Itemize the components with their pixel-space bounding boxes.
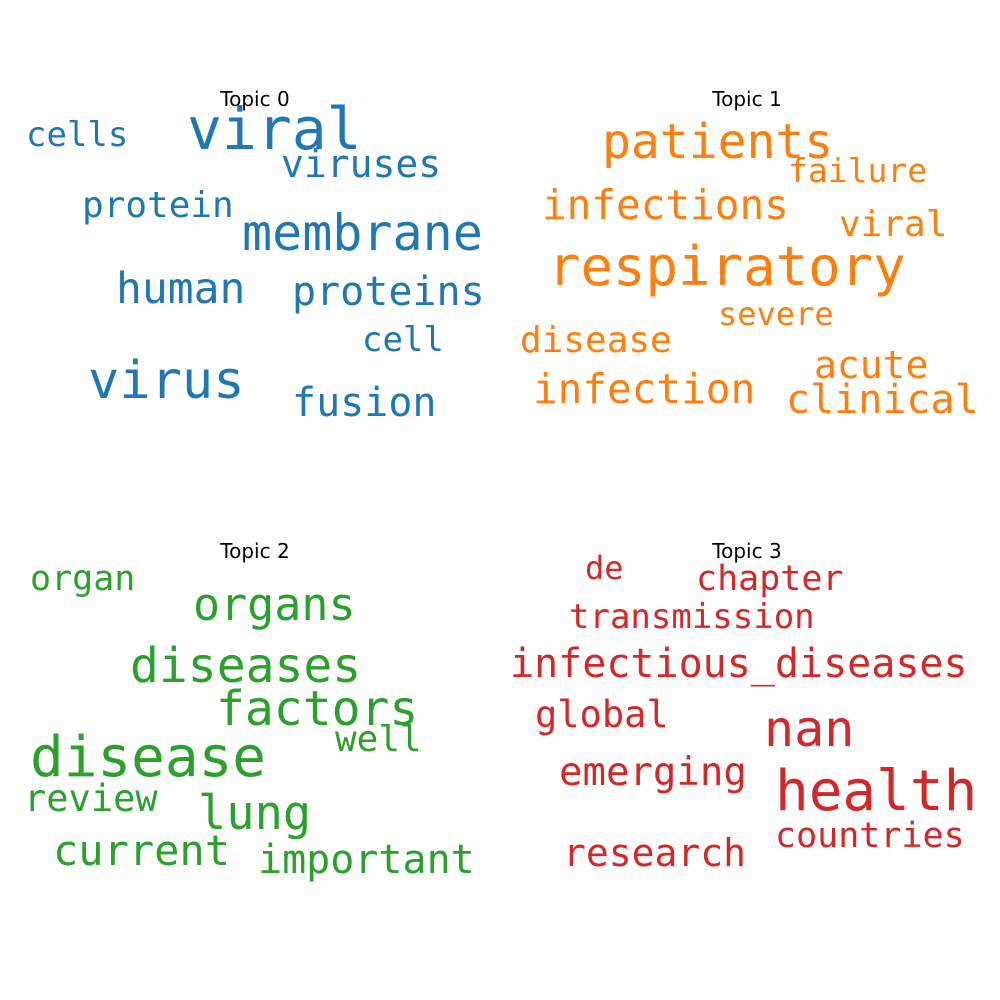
topic-0-word-membrane: membrane [242, 204, 483, 262]
topic-2-word-organs: organs [193, 578, 356, 631]
topic-0-word-cells: cells [26, 115, 129, 155]
topic-0-word-fusion: fusion [292, 380, 437, 426]
topic-1-word-respiratory: respiratory [548, 235, 906, 298]
topic-1-word-failure: failure [788, 151, 928, 190]
topic-3-word-chapter: chapter [696, 559, 844, 599]
topic-2-title: Topic 2 [220, 539, 290, 563]
topic-0-word-viruses: viruses [281, 142, 442, 186]
topic-1-word-acute: acute [814, 343, 929, 387]
topic-3-word-nan: nan [764, 700, 855, 758]
topic-2-word-organ: organ [30, 559, 136, 599]
topic-1-word-viral: viral [839, 204, 948, 245]
topic-2-word-disease: disease [30, 725, 267, 790]
topic-3-word-health: health [775, 759, 978, 824]
topic-2-word-well: well [335, 719, 422, 760]
topic-0-word-proteins: proteins [292, 269, 485, 315]
topic-3-title: Topic 3 [712, 539, 782, 563]
topic-1-word-disease: disease [520, 320, 672, 361]
topic-1-word-infection: infection [533, 365, 756, 413]
topic-3-word-research: research [563, 831, 747, 875]
topic-3-word-global: global [535, 693, 669, 736]
topic-1-word-patients: patients [602, 114, 834, 170]
topic-1-panel: Topic 1 respiratory patients infections inf… [502, 87, 992, 500]
topic-0-title: Topic 0 [220, 87, 290, 111]
topic-2-word-review: review [24, 777, 158, 820]
topic-1-word-infections: infections [542, 181, 789, 229]
topic-2-word-current: current [53, 826, 231, 875]
topic-0-word-human: human [116, 264, 246, 314]
topic-3-word-countries: countries [775, 816, 965, 856]
topic-3-word-emerging: emerging [559, 750, 747, 795]
topic-1-word-clinical: clinical [786, 377, 979, 423]
topic-2-word-diseases: diseases [130, 638, 362, 694]
topic-0-word-protein: protein [82, 185, 234, 226]
topic-1-word-severe: severe [718, 295, 834, 333]
topic-2-word-lung: lung [198, 786, 312, 841]
topic-2-word-factors: factors [216, 681, 419, 737]
topic-0-word-viral: viral [187, 95, 362, 163]
topic-3-word-infectious-diseases: infectious_diseases [510, 641, 968, 687]
topic-0-panel: Topic 0 viral virus membrane human proteins f… [10, 87, 500, 500]
topic-3-word-de: de [585, 549, 624, 587]
topic-2-word-important: important [258, 837, 475, 883]
topic-0-word-virus: virus [88, 351, 245, 411]
topic-1-title: Topic 1 [712, 87, 782, 111]
topic-2-panel: Topic 2 disease diseases factors lung organs… [10, 539, 500, 952]
topic-0-word-cell: cell [362, 320, 444, 360]
topic-3-word-transmission: transmission [569, 597, 815, 637]
